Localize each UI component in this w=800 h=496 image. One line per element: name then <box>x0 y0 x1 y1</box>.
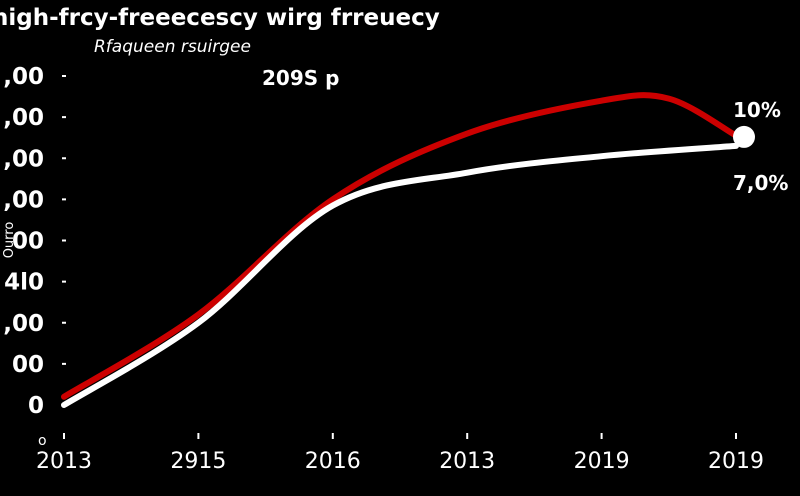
series-line-2 <box>61 142 739 408</box>
y-tick-label: 00 <box>12 229 44 255</box>
y-tick-label: ,00 <box>3 105 44 131</box>
series-end-label-1: 10% <box>733 98 781 122</box>
x-tick-label: 2013 <box>439 449 495 474</box>
x-tick-label: 2016 <box>305 449 361 474</box>
x-tick-label: 2019 <box>574 449 630 474</box>
y-tick-label: 4l0 <box>4 270 44 296</box>
chart-subtitle: Rfaqueen rsuirgee <box>94 37 251 57</box>
series-end-marker <box>733 125 755 148</box>
chart-annotation: 209S p <box>262 66 339 90</box>
y-tick-label: ,00 <box>3 146 44 172</box>
y-tick-label: 0 <box>28 393 44 419</box>
series-line-1 <box>61 92 739 400</box>
y-axis-label: Ourro <box>2 222 17 259</box>
y-tick-label: 00 <box>12 352 44 378</box>
plot-area: 10% 7,0% <box>61 92 788 408</box>
series-end-label-2: 7,0% <box>733 171 788 195</box>
x-tick-label: 2019 <box>708 449 764 474</box>
x-axis: 2013 2915 2016 2013 2019 2019 <box>36 433 764 474</box>
y-tick-label: ,00 <box>3 64 44 90</box>
y-tick-label: ,00 <box>3 311 44 337</box>
y-tick-label: ,00 <box>3 187 44 213</box>
origin-label: o <box>38 433 47 449</box>
x-tick-label: 2915 <box>170 449 226 474</box>
x-tick-label: 2013 <box>36 449 92 474</box>
chart-title: high-frcy-freeecescy wirg frreuecy <box>0 5 440 31</box>
